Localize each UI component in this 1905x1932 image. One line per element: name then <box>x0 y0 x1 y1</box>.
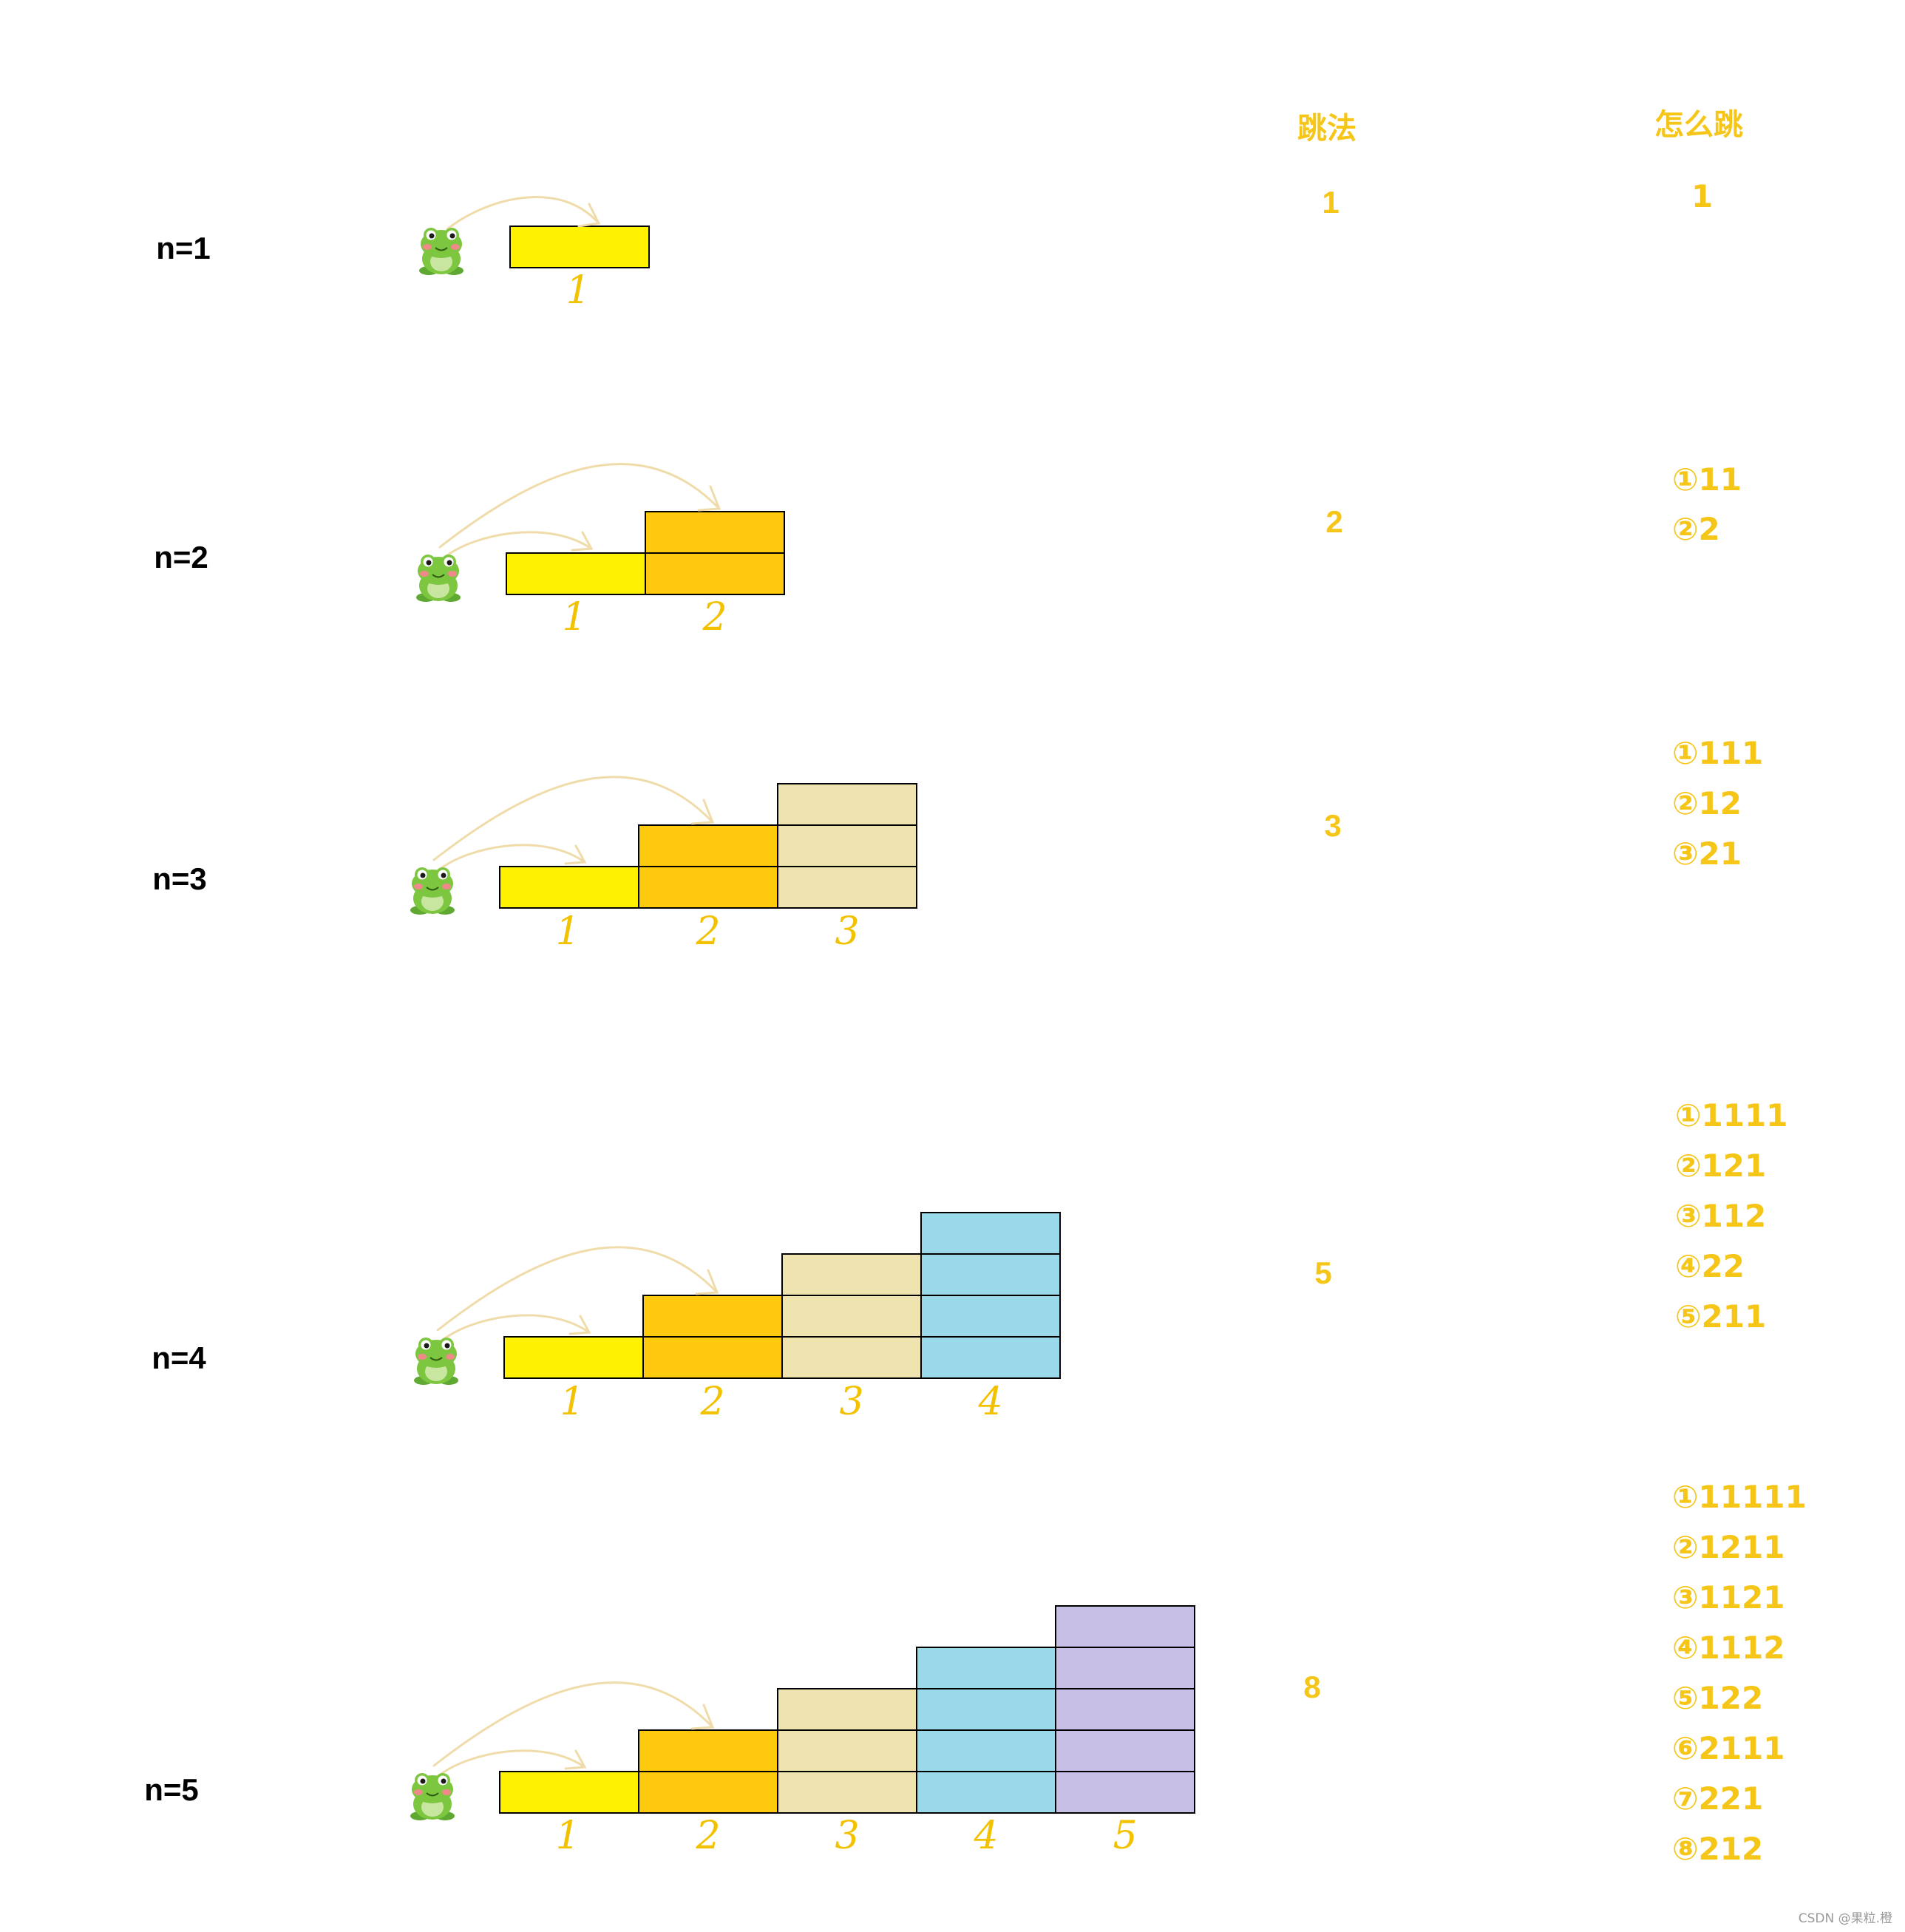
n-label: n=5 <box>144 1772 199 1807</box>
step-4-block <box>920 1336 1061 1379</box>
jump-sequence: ⑧212 <box>1672 1831 1763 1867</box>
ways-count: 1 <box>1322 185 1339 220</box>
step-number-label: 2 <box>702 595 727 640</box>
step-4-block <box>920 1295 1061 1338</box>
step-3-block <box>781 1295 922 1338</box>
jump-sequence: ④1112 <box>1672 1630 1785 1666</box>
step-number-label: 1 <box>555 909 580 954</box>
rows-layer: n=1 1 1 1 n=2 1 2 2 ①11 ②2 n=3 1 2 3 3 ①111 ②12 ③21 n=4 1 2 3… <box>144 178 1806 1867</box>
step-2-block <box>642 1336 783 1379</box>
frog-icon <box>416 555 461 602</box>
jump-arrow-2 <box>432 1681 715 1767</box>
ways-count: 2 <box>1325 504 1342 539</box>
frog-icon <box>414 1338 458 1385</box>
step-4-block <box>916 1771 1056 1814</box>
step-number-label: 1 <box>566 268 590 313</box>
ways-count: 5 <box>1314 1255 1331 1290</box>
jump-sequence: ①111 <box>1672 735 1763 771</box>
step-number-label: 3 <box>839 1380 863 1424</box>
step-2-block <box>642 1295 783 1338</box>
step-5-block <box>1055 1771 1195 1814</box>
step-1-block <box>509 226 650 268</box>
step-3-block <box>781 1253 922 1296</box>
jump-sequence: ③1121 <box>1672 1579 1785 1616</box>
jump-arrow-2 <box>436 1246 719 1332</box>
frog-icon <box>419 228 463 275</box>
jump-arrow-1 <box>437 1749 587 1777</box>
jump-sequence: ②1211 <box>1672 1529 1785 1565</box>
jump-sequence: 1 <box>1691 178 1713 214</box>
jump-arrow-1 <box>446 196 601 231</box>
step-4-block <box>920 1253 1061 1296</box>
step-1-block <box>499 1771 639 1814</box>
step-3-block <box>777 783 917 826</box>
step-number-label: 1 <box>560 1380 584 1424</box>
step-4-block <box>916 1647 1056 1689</box>
header-how: 怎么跳 <box>1654 108 1743 142</box>
step-2-block <box>638 1771 778 1814</box>
footer-watermark: CSDN @果粒.橙 <box>1799 1911 1892 1926</box>
n-label: n=2 <box>154 540 208 574</box>
step-5-block <box>1055 1647 1195 1689</box>
frog-icon <box>410 1773 455 1820</box>
jump-sequence: ①11111 <box>1672 1479 1807 1515</box>
step-number-label: 1 <box>555 1814 580 1858</box>
step-3-block <box>777 1729 917 1772</box>
jump-sequence: ⑤122 <box>1672 1680 1763 1716</box>
jump-sequence: ②2 <box>1672 511 1720 547</box>
step-number-label: 2 <box>695 1814 720 1858</box>
step-number-label: 1 <box>562 595 586 640</box>
jump-sequence: ⑥2111 <box>1672 1730 1785 1766</box>
ways-count: 3 <box>1324 808 1341 843</box>
n-label: n=3 <box>152 861 207 896</box>
step-number-label: 2 <box>699 1380 724 1424</box>
step-1-block <box>506 552 646 595</box>
jump-arrow-2 <box>438 463 721 549</box>
jump-arrow-1 <box>443 531 594 559</box>
step-number-label: 4 <box>977 1380 1002 1424</box>
step-2-block <box>638 866 778 909</box>
jump-sequence: ⑤211 <box>1675 1298 1766 1335</box>
jump-sequence: ②121 <box>1675 1148 1766 1184</box>
step-3-block <box>777 866 917 909</box>
step-2-block <box>645 552 785 595</box>
jump-sequence: ③112 <box>1675 1198 1766 1234</box>
step-4-block <box>916 1688 1056 1731</box>
step-5-block <box>1055 1605 1195 1648</box>
n-label: n=1 <box>156 231 211 265</box>
jump-sequence: ④22 <box>1675 1248 1745 1284</box>
step-3-block <box>777 1771 917 1814</box>
step-4-block <box>920 1212 1061 1255</box>
step-number-label: 5 <box>1113 1814 1137 1858</box>
step-1-block <box>503 1336 644 1379</box>
step-2-block <box>645 511 785 554</box>
jump-sequence: ②12 <box>1672 785 1742 821</box>
step-number-label: 3 <box>835 909 859 954</box>
step-number-label: 3 <box>835 1814 859 1858</box>
header-ways: 跳法 <box>1297 112 1356 146</box>
step-3-block <box>777 1688 917 1731</box>
step-1-block <box>499 866 639 909</box>
jump-sequence: ⑦221 <box>1672 1780 1763 1817</box>
jump-arrow-1 <box>441 1314 591 1342</box>
step-3-block <box>777 824 917 867</box>
n-label: n=4 <box>152 1340 206 1375</box>
step-2-block <box>638 1729 778 1772</box>
step-number-label: 4 <box>973 1814 998 1858</box>
step-5-block <box>1055 1688 1195 1731</box>
jump-sequence: ①1111 <box>1675 1097 1787 1133</box>
step-4-block <box>916 1729 1056 1772</box>
step-5-block <box>1055 1729 1195 1772</box>
step-3-block <box>781 1336 922 1379</box>
jump-sequence: ①11 <box>1672 461 1742 498</box>
jump-arrow-1 <box>437 844 587 872</box>
step-2-block <box>638 824 778 867</box>
jump-arrow-2 <box>432 776 715 861</box>
jump-sequence: ③21 <box>1672 835 1742 872</box>
step-number-label: 2 <box>695 909 720 954</box>
ways-count: 8 <box>1303 1670 1320 1704</box>
frog-icon <box>410 867 455 915</box>
